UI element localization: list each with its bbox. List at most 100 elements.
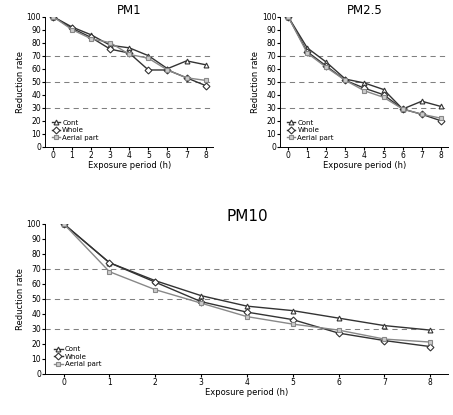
Cont (107, 43, 113, 48)
Aerial part (244, 314, 250, 319)
Cont (285, 14, 291, 19)
Cont (126, 45, 132, 50)
X-axis label: Exposure period (h): Exposure period (h) (88, 161, 171, 170)
Title: PM10: PM10 (226, 209, 268, 224)
Aerial part (126, 52, 132, 57)
Whole (126, 51, 132, 56)
Whole (285, 14, 291, 19)
Whole (184, 75, 189, 80)
Aerial part (203, 78, 208, 83)
Aerial part (290, 322, 295, 327)
Line: Aerial part: Aerial part (61, 221, 433, 344)
Whole (381, 338, 387, 343)
Title: PM1: PM1 (117, 4, 142, 17)
Line: Whole: Whole (50, 14, 208, 88)
Whole (107, 260, 112, 265)
Whole (61, 221, 66, 226)
Cont (146, 53, 151, 58)
Whole (323, 63, 329, 68)
Cont (290, 308, 295, 313)
Line: Cont: Cont (61, 221, 433, 332)
Cont (304, 45, 310, 50)
Line: Whole: Whole (61, 221, 433, 349)
Whole (342, 78, 348, 83)
Aerial part (428, 339, 433, 344)
Cont (203, 62, 208, 67)
Cont (107, 260, 112, 265)
Line: Cont: Cont (286, 14, 443, 112)
Aerial part (362, 88, 367, 93)
Aerial part (381, 95, 386, 100)
Aerial part (50, 14, 56, 19)
Whole (290, 317, 295, 322)
Cont (381, 323, 387, 328)
Cont (336, 316, 341, 321)
Legend: Cont, Whole, Aerial part: Cont, Whole, Aerial part (50, 118, 100, 142)
Y-axis label: Reduction rate: Reduction rate (251, 51, 260, 113)
Line: Whole: Whole (286, 14, 443, 123)
Cont (184, 59, 189, 63)
Aerial part (146, 56, 151, 61)
Aerial part (419, 112, 424, 117)
Aerial part (285, 14, 291, 19)
Whole (428, 344, 433, 349)
Cont (428, 327, 433, 332)
Cont (165, 66, 170, 71)
Aerial part (336, 327, 341, 332)
Whole (336, 331, 341, 336)
Aerial part (153, 287, 158, 292)
Cont (88, 32, 94, 37)
Whole (50, 14, 56, 19)
Aerial part (198, 300, 204, 305)
Whole (203, 83, 208, 88)
Cont (419, 99, 424, 104)
Whole (107, 46, 113, 51)
Whole (88, 35, 94, 40)
Cont (61, 221, 66, 226)
Whole (153, 280, 158, 285)
Aerial part (107, 40, 113, 45)
Cont (323, 60, 329, 65)
Line: Cont: Cont (50, 14, 208, 71)
Whole (69, 26, 75, 31)
Cont (400, 107, 405, 112)
Aerial part (438, 116, 443, 121)
Legend: Cont, Whole, Aerial part: Cont, Whole, Aerial part (53, 345, 102, 369)
Aerial part (342, 78, 348, 83)
X-axis label: Exposure period (h): Exposure period (h) (205, 388, 289, 397)
Aerial part (323, 65, 329, 70)
Whole (438, 118, 443, 123)
Y-axis label: Reduction rate: Reduction rate (16, 51, 25, 113)
Aerial part (88, 36, 94, 41)
Line: Aerial part: Aerial part (50, 14, 208, 83)
Cont (50, 14, 56, 19)
Y-axis label: Reduction rate: Reduction rate (16, 268, 25, 330)
Cont (362, 81, 367, 85)
Cont (244, 304, 250, 309)
Cont (198, 293, 204, 298)
Whole (244, 310, 250, 315)
Cont (69, 24, 75, 29)
Whole (198, 299, 204, 304)
Whole (400, 107, 405, 112)
Whole (362, 86, 367, 91)
Line: Aerial part: Aerial part (286, 14, 443, 121)
Whole (165, 68, 170, 73)
Whole (146, 68, 151, 73)
Aerial part (381, 337, 387, 342)
Legend: Cont, Whole, Aerial part: Cont, Whole, Aerial part (286, 118, 335, 142)
Aerial part (400, 107, 405, 112)
Cont (153, 278, 158, 283)
Aerial part (184, 75, 189, 80)
Cont (438, 104, 443, 109)
Whole (419, 112, 424, 117)
Aerial part (61, 221, 66, 226)
Aerial part (107, 269, 112, 274)
Aerial part (304, 51, 310, 56)
Cont (381, 87, 386, 92)
Aerial part (69, 27, 75, 32)
Aerial part (165, 68, 170, 73)
Cont (342, 77, 348, 82)
Whole (304, 49, 310, 54)
X-axis label: Exposure period (h): Exposure period (h) (323, 161, 406, 170)
